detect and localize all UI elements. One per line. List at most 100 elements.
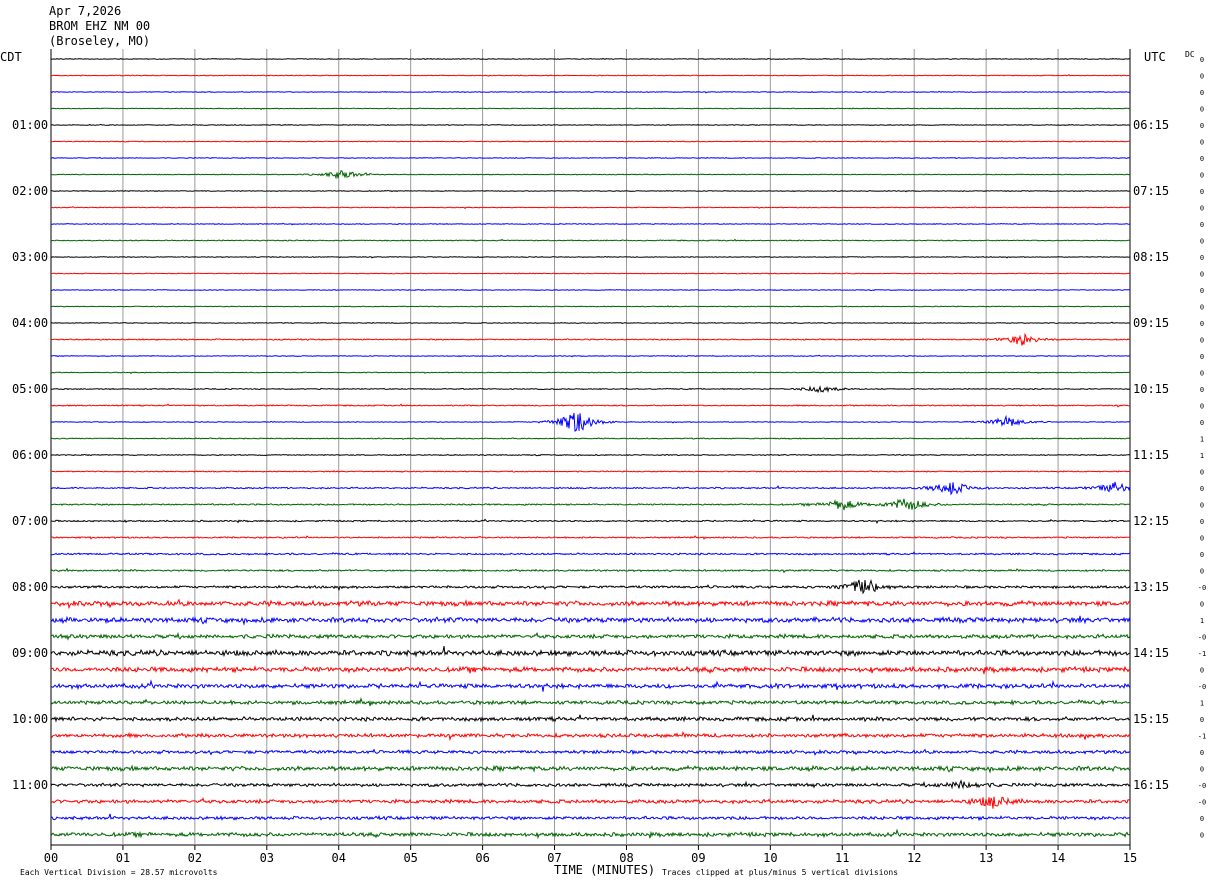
x-tick-label: 07 [547, 851, 561, 865]
x-tick-label: 12 [907, 851, 921, 865]
seismic-trace [50, 354, 1131, 358]
cdt-hour-label: 07:00 [12, 514, 48, 528]
station-location: (Broseley, MO) [49, 34, 151, 48]
dc-offset-label: 0 [1200, 205, 1204, 213]
x-tick-label: 09 [691, 851, 705, 865]
x-tick-label: 02 [188, 851, 202, 865]
seismic-trace [50, 412, 1131, 432]
x-tick-label: 08 [619, 851, 633, 865]
seismic-trace [50, 332, 1131, 346]
cdt-hour-label: 06:00 [12, 448, 48, 462]
x-tick-label: 13 [979, 851, 993, 865]
x-tick-label: 11 [835, 851, 849, 865]
seismic-trace [50, 170, 1131, 180]
seismic-trace [50, 535, 1131, 540]
x-tick-label: 03 [260, 851, 274, 865]
dc-offset-label: 0 [1200, 403, 1204, 411]
seismic-trace [50, 714, 1131, 723]
utc-hour-label: 09:15 [1133, 316, 1169, 330]
utc-hour-label: 11:15 [1133, 448, 1169, 462]
utc-hour-label: 13:15 [1133, 580, 1169, 594]
seismic-trace [50, 255, 1131, 259]
seismic-trace [50, 403, 1131, 408]
cdt-hour-label: 10:00 [12, 712, 48, 726]
dc-offset-label: 0 [1200, 287, 1204, 295]
utc-hour-label: 16:15 [1133, 778, 1169, 792]
station-name: BROM EHZ NM 00 [49, 19, 151, 33]
dc-offset-label: 0 [1200, 89, 1204, 97]
x-tick-label: 15 [1123, 851, 1137, 865]
seismic-trace [50, 665, 1131, 675]
dc-offset-label: 0 [1200, 221, 1204, 229]
utc-hour-label: 07:15 [1133, 184, 1169, 198]
x-tick-label: 05 [403, 851, 417, 865]
x-tick-label: 04 [332, 851, 346, 865]
dc-offset-label: 0 [1200, 815, 1204, 823]
seismic-trace [50, 140, 1131, 143]
cdt-hour-label: 01:00 [12, 118, 48, 132]
seismic-trace [50, 74, 1131, 77]
seismic-trace [50, 631, 1131, 641]
dc-offset-label: 0 [1200, 502, 1204, 510]
dc-offset-label: 0 [1200, 320, 1204, 328]
seismic-trace [50, 481, 1131, 496]
cdt-hour-label: 05:00 [12, 382, 48, 396]
seismic-trace [50, 289, 1131, 292]
seismic-trace [50, 796, 1131, 809]
dc-offset-label: 0 [1200, 832, 1204, 840]
seismic-trace [50, 107, 1131, 110]
dc-offset-label: -0 [1198, 584, 1206, 592]
seismic-trace [50, 453, 1131, 457]
utc-hour-label: 14:15 [1133, 646, 1169, 660]
seismic-trace [50, 385, 1131, 394]
x-tick-label: 14 [1051, 851, 1065, 865]
seismic-trace [50, 764, 1131, 774]
seismic-trace [50, 567, 1131, 574]
dc-offset-label: 0 [1200, 254, 1204, 262]
seismic-trace [50, 598, 1131, 610]
seismic-trace [50, 748, 1131, 756]
dc-offset-label: 1 [1200, 700, 1204, 708]
dc-offset-label: -1 [1198, 733, 1206, 741]
x-tick-label: 06 [475, 851, 489, 865]
cdt-hour-label: 02:00 [12, 184, 48, 198]
seismic-trace [50, 828, 1131, 840]
seismic-trace [50, 437, 1131, 440]
utc-hour-label: 08:15 [1133, 250, 1169, 264]
cdt-hour-label: 09:00 [12, 646, 48, 660]
clipping-note: Traces clipped at plus/minus 5 vertical … [662, 868, 898, 877]
dc-offset-label: 0 [1200, 568, 1204, 576]
seismic-trace [50, 679, 1131, 692]
seismic-trace [50, 123, 1131, 126]
dc-offset-label: 0 [1200, 766, 1204, 774]
seismic-trace [50, 156, 1131, 159]
dc-offset-label: 1 [1200, 452, 1204, 460]
x-tick-label: 10 [763, 851, 777, 865]
x-tick-label: 01 [116, 851, 130, 865]
time-grid [50, 49, 1131, 850]
seismic-trace [50, 697, 1131, 707]
dc-offset-label: 0 [1200, 73, 1204, 81]
seismic-trace [50, 498, 1131, 511]
x-axis-title: TIME (MINUTES) [554, 863, 655, 877]
dc-offset-label: 1 [1200, 436, 1204, 444]
utc-axis-label: UTC [1144, 50, 1166, 64]
seismic-trace [50, 206, 1131, 210]
dc-offset-label: 0 [1200, 749, 1204, 757]
seismic-trace [50, 371, 1131, 375]
cdt-hour-label: 03:00 [12, 250, 48, 264]
seismic-trace [50, 518, 1131, 525]
dc-offset-label: 0 [1200, 386, 1204, 394]
seismic-trace [50, 646, 1131, 658]
seismic-trace [50, 779, 1131, 790]
seismic-trace [51, 57, 1131, 61]
dc-offset-label: 0 [1200, 271, 1204, 279]
vertical-division-note: Each Vertical Division = 28.57 microvolt… [20, 868, 218, 877]
dc-offset-label: 1 [1200, 617, 1204, 625]
seismic-trace [50, 615, 1131, 626]
dc-offset-label: -0 [1198, 634, 1206, 642]
cdt-hour-label: 08:00 [12, 580, 48, 594]
dc-offset-label: 0 [1200, 56, 1204, 64]
dc-offset-label: 0 [1200, 139, 1204, 147]
